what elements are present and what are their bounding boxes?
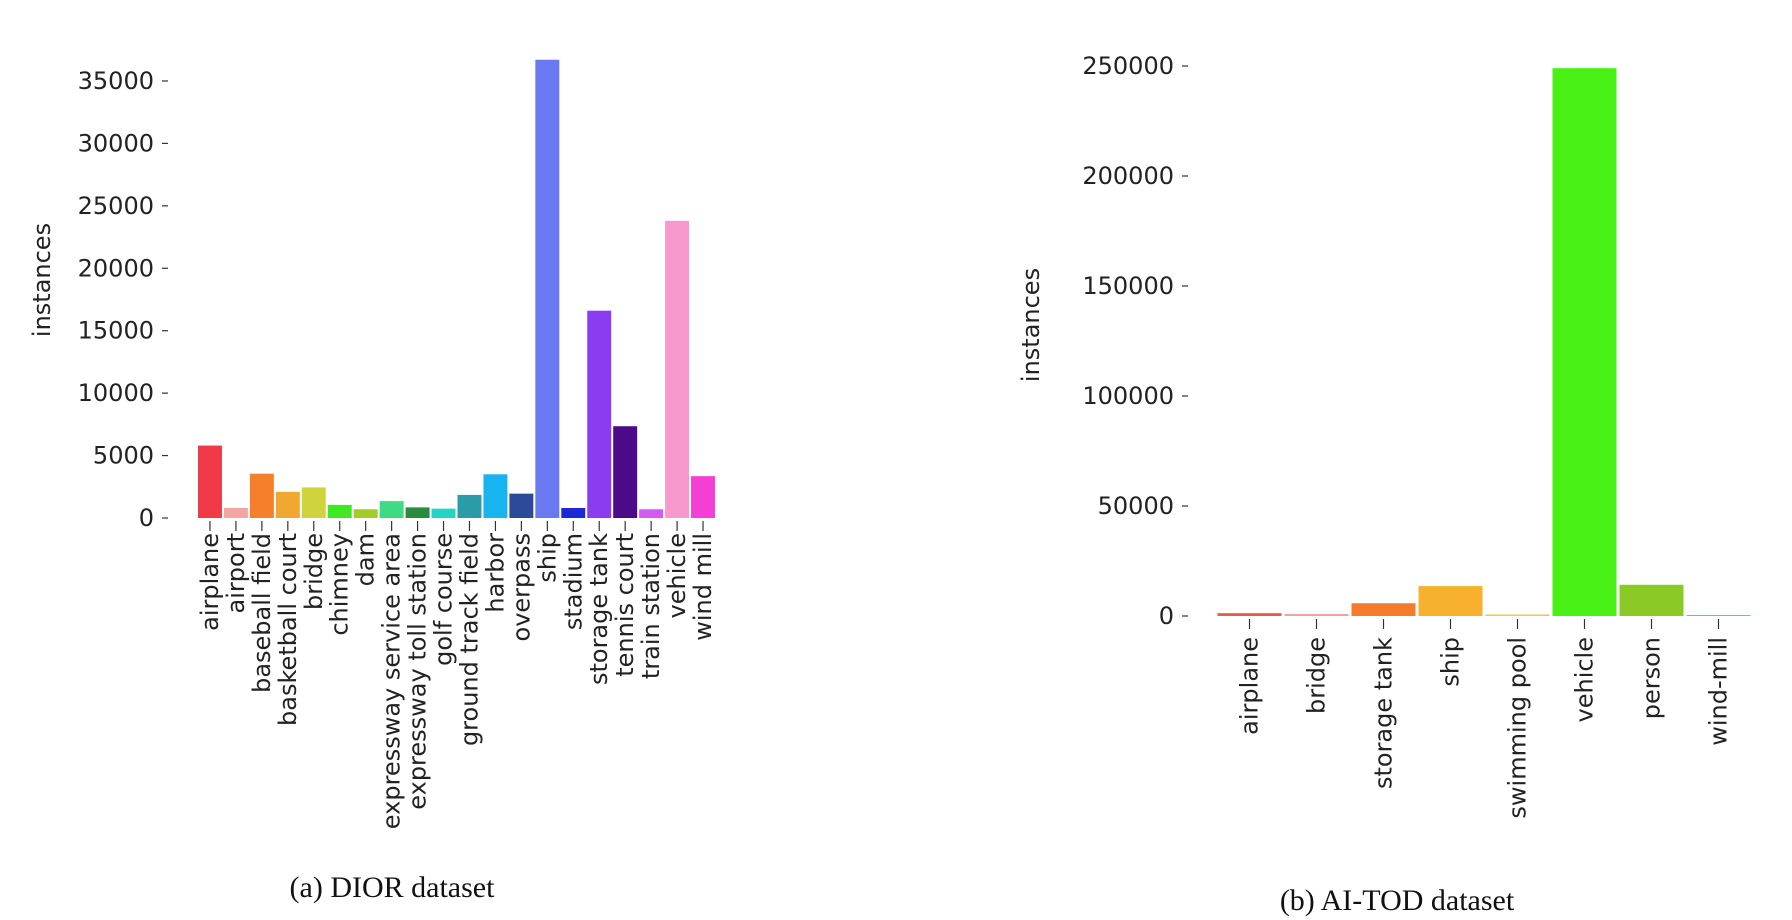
dior-x-tick-label: stadium: [559, 533, 587, 630]
aitod-x-tick-label: ship: [1437, 637, 1465, 687]
dior-x-tick-label: train station: [637, 533, 665, 679]
dior-bar-chimney: [327, 504, 352, 518]
dior-bar-bridge: [301, 487, 326, 518]
dior-x-tick-label: ground track field: [455, 533, 483, 746]
aitod-x-tick-label: storage tank: [1370, 637, 1398, 789]
dior-y-tick-label: 35000: [78, 67, 154, 95]
dior-x-tick-label: chimney: [326, 533, 354, 636]
dior-x-tick-label: vehicle: [663, 533, 691, 618]
aitod-y-tick-label: 50000: [1098, 492, 1174, 520]
dior-bar-basketball-court: [275, 491, 300, 518]
dior-y-tick-label: 15000: [78, 317, 154, 345]
dior-bar-train-station: [639, 509, 664, 518]
dior-bar-expressway-toll-station: [405, 507, 430, 518]
dior-y-tick-label: 0: [139, 504, 154, 532]
dior-bar-overpass: [509, 493, 534, 518]
dior-bar-ship: [535, 59, 560, 518]
aitod-bar-ship: [1418, 586, 1483, 616]
aitod-bar-storage-tank: [1351, 603, 1416, 616]
dior-y-tick-label: 20000: [78, 254, 154, 282]
aitod-x-tick-label: airplane: [1236, 637, 1264, 735]
dior-x-tick-label: airplane: [196, 533, 224, 631]
dior-x-tick-label: basketball court: [274, 533, 302, 726]
dior-bar-storage-tank: [587, 310, 612, 518]
dior-x-tick-label: expressway toll station: [404, 533, 432, 810]
aitod-x-axis: airplane bridge storage tank ship swimming p…: [1236, 619, 1733, 819]
aitod-y-tick-label: 0: [1159, 602, 1174, 630]
aitod-bar-chart: 0 50000 100000 150000 200000 250000 airplane b…: [1017, 52, 1751, 917]
dior-x-tick-label: harbor: [481, 533, 509, 613]
dior-bar-vehicle: [665, 220, 690, 518]
dior-bar-golf-course: [431, 508, 456, 518]
aitod-x-tick-label: wind-mill: [1705, 637, 1733, 746]
dior-caption: (a) DIOR dataset: [290, 871, 496, 904]
dior-y-tick-label: 30000: [78, 129, 154, 157]
dior-y-axis-label: instances: [28, 223, 56, 337]
dior-bar-stadium: [561, 508, 586, 518]
aitod-y-tick-label: 200000: [1082, 162, 1174, 190]
dior-x-tick-label: baseball field: [248, 533, 276, 693]
aitod-x-tick-label: bridge: [1303, 637, 1331, 714]
aitod-caption: (b) AI-TOD dataset: [1280, 884, 1515, 917]
dior-x-tick-label: bridge: [300, 533, 328, 610]
dior-x-tick-label: tennis court: [611, 533, 639, 677]
aitod-y-axis-label: instances: [1017, 268, 1045, 382]
dior-y-axis: 0 5000 10000 15000 20000 25000 30000 35000: [78, 67, 168, 532]
aitod-y-axis: 0 50000 100000 150000 200000 250000: [1082, 52, 1188, 630]
dior-x-tick-label: expressway service area: [378, 533, 406, 829]
aitod-bar-swimming-pool: [1485, 614, 1550, 616]
dior-bar-dam: [353, 509, 378, 518]
aitod-x-tick-label: person: [1638, 637, 1666, 719]
dior-bar-airplane: [198, 445, 222, 518]
aitod-y-tick-label: 250000: [1082, 52, 1174, 80]
aitod-bars: [1217, 68, 1751, 616]
dior-bar-harbor: [483, 474, 508, 518]
dior-x-tick-label: ship: [533, 533, 561, 583]
dior-y-tick-label: 10000: [78, 379, 154, 407]
aitod-bar-wind-mill: [1686, 615, 1751, 616]
dior-bar-ground-track-field: [457, 494, 482, 518]
dior-bar-chart: 0 5000 10000 15000 20000 25000 30000 35000 airp…: [28, 59, 717, 904]
aitod-bar-airplane: [1217, 613, 1282, 616]
dior-bar-airport: [223, 508, 248, 518]
dior-x-tick-label: storage tank: [585, 533, 613, 685]
dior-x-tick-label: airport: [222, 533, 250, 613]
aitod-bar-bridge: [1284, 614, 1349, 616]
dior-bar-expressway-service-area: [379, 501, 404, 518]
aitod-bar-person: [1619, 584, 1684, 616]
dior-bar-wind-mill: [691, 476, 715, 518]
dior-y-tick-label: 5000: [93, 442, 154, 470]
dior-x-tick-label: wind mill: [689, 533, 717, 641]
dior-bar-tennis-court: [613, 426, 638, 518]
dior-bar-baseball-field: [249, 473, 274, 518]
dior-x-tick-label: golf course: [430, 533, 458, 666]
aitod-y-tick-label: 100000: [1082, 382, 1174, 410]
aitod-x-tick-label: swimming pool: [1504, 637, 1532, 819]
aitod-y-tick-label: 150000: [1082, 272, 1174, 300]
dior-bars: [198, 59, 715, 518]
dior-y-tick-label: 25000: [78, 192, 154, 220]
aitod-bar-vehicle: [1552, 68, 1617, 616]
dior-x-tick-label: overpass: [507, 533, 535, 641]
aitod-x-tick-label: vehicle: [1571, 637, 1599, 722]
dior-x-tick-label: dam: [352, 533, 380, 586]
